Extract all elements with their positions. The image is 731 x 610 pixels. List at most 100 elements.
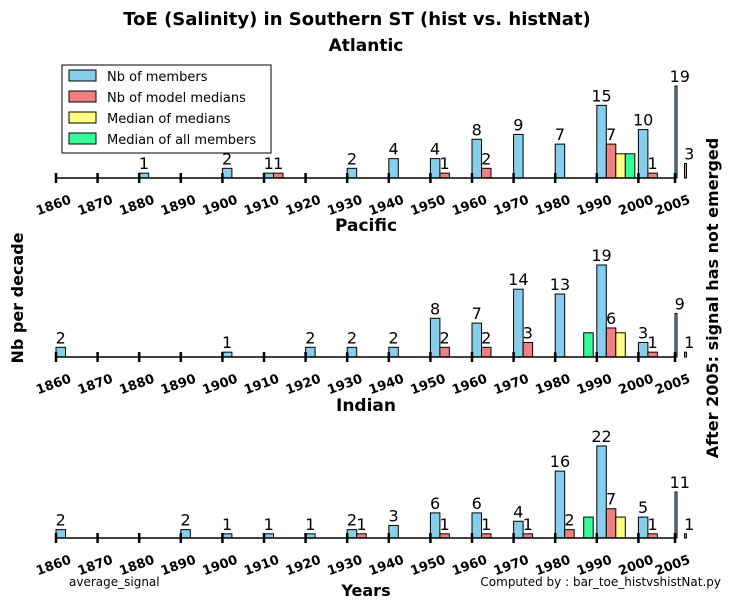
x-tick-label: 1970: [492, 193, 531, 219]
data-label: 1: [481, 515, 491, 534]
data-label: 2: [481, 328, 491, 347]
data-label: 9: [675, 294, 685, 313]
right-side-label: After 2005: signal has not emerged: [703, 138, 722, 458]
data-label: 6: [430, 494, 440, 513]
bar: [684, 533, 687, 539]
legend: Nb of members Nb of model medians Median…: [61, 64, 272, 154]
bar: [637, 516, 649, 539]
x-tick-label: 1920: [284, 193, 323, 219]
bar: [388, 346, 399, 358]
data-label: 1: [523, 515, 533, 534]
footer-right: Computed by : bar_toe_histvshistNat.py: [480, 575, 721, 589]
footer-left: average_signal: [69, 575, 160, 589]
bar: [513, 520, 524, 539]
x-tick-label: 1860: [34, 553, 73, 579]
data-label: 1: [684, 333, 694, 352]
bar: [596, 445, 607, 539]
data-label: 1: [273, 154, 283, 173]
data-label: 1: [440, 154, 450, 173]
bar: [637, 129, 649, 179]
data-label: 7: [606, 125, 616, 144]
legend-swatch-median-of-medians: [68, 111, 97, 124]
data-label: 22: [591, 427, 611, 446]
x-tick-label: 1860: [34, 193, 73, 219]
bar: [605, 327, 617, 358]
x-tick-label: 1890: [159, 553, 198, 579]
x-tick-label: 1860: [34, 372, 73, 398]
bar: [596, 104, 607, 179]
data-label: 5: [638, 498, 648, 517]
bar: [513, 133, 524, 179]
x-tick-label: 2005: [653, 372, 692, 398]
bar: [615, 332, 626, 358]
bar: [55, 346, 66, 358]
data-label: 2: [56, 511, 66, 530]
bar: [615, 153, 626, 179]
data-label: 19: [670, 67, 690, 86]
data-label: 9: [513, 115, 523, 134]
bar: [522, 341, 534, 358]
chart-title: ToE (Salinity) in Southern ST (hist vs. …: [123, 9, 591, 30]
data-label: 7: [472, 304, 482, 323]
data-label: 2: [440, 328, 450, 347]
x-tick-label: 1900: [201, 553, 240, 579]
bar: [554, 293, 566, 358]
x-tick-label: 1920: [284, 372, 323, 398]
x-tick-label: 1870: [76, 372, 115, 398]
bar: [564, 529, 575, 539]
bar: [674, 85, 678, 179]
data-label: 7: [606, 490, 616, 509]
data-label: 1: [222, 333, 232, 352]
legend-label-members: Nb of members: [107, 70, 208, 85]
x-tick-label: 1910: [242, 372, 281, 398]
bar: [605, 508, 617, 539]
data-label: 15: [591, 86, 611, 105]
x-tick-label: 1990: [575, 372, 614, 398]
data-label: 8: [472, 120, 482, 139]
legend-label-model-medians: Nb of model medians: [107, 91, 246, 106]
x-tick-label: 1950: [409, 193, 448, 219]
bar: [471, 138, 482, 179]
bar: [583, 332, 594, 358]
y-axis-label: Nb per decade: [8, 232, 27, 363]
legend-label-median-of-medians: Median of medians: [107, 112, 231, 127]
bar: [429, 158, 441, 179]
x-tick-label: 1910: [242, 193, 281, 219]
panel-title: Indian: [336, 396, 396, 416]
data-label: 10: [633, 111, 653, 130]
x-tick-label: 1870: [76, 193, 115, 219]
bar: [346, 167, 358, 179]
x-tick-label: 1900: [201, 193, 240, 219]
bar: [346, 346, 358, 358]
bar: [305, 346, 316, 358]
data-label: 1: [648, 154, 658, 173]
x-tick-label: 1990: [575, 193, 614, 219]
data-label: 19: [591, 246, 611, 265]
data-label: 4: [430, 140, 440, 159]
x-tick-label: 1980: [533, 372, 572, 398]
x-tick-label: 1900: [201, 372, 240, 398]
data-label: 11: [670, 473, 690, 492]
bar: [439, 346, 450, 358]
data-label: 2: [481, 149, 491, 168]
data-label: 2: [388, 328, 398, 347]
bar: [346, 529, 358, 539]
bar: [55, 529, 66, 539]
bar: [684, 162, 687, 179]
data-label: 3: [684, 144, 694, 163]
bar: [674, 312, 678, 358]
legend-swatch-members: [68, 69, 97, 82]
bar: [471, 322, 482, 358]
data-label: 2: [347, 149, 357, 168]
data-label: 6: [606, 309, 616, 328]
bar: [605, 143, 617, 179]
bar: [554, 143, 566, 179]
data-label: 3: [388, 506, 398, 525]
legend-swatch-median-all-members: [68, 132, 97, 145]
bar: [221, 167, 233, 179]
x-tick-label: 1910: [242, 553, 281, 579]
bar: [637, 341, 649, 358]
data-label: 4: [388, 140, 398, 159]
